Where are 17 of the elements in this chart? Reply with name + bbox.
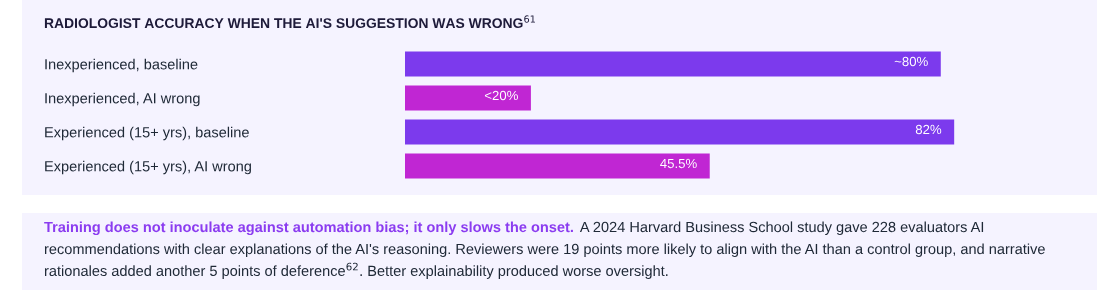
data-label: <20% (484, 90, 518, 101)
bar (405, 153, 710, 179)
text: recommendations with clear explanations of the AI's reasoning. Reviewers were 19 points more likely to align with the AI than a control group, and narrative (44, 243, 1045, 258)
text: rationales added another 5 points of deference$^{62}$. Better explainability produced worse oversight. (44, 262, 668, 279)
data-label: 82% (915, 124, 942, 135)
bar (405, 51, 941, 77)
text: Training does not inoculate against automation bias; it only slows the onset. (44, 221, 573, 236)
y-tick-label: Inexperienced, baseline (45, 58, 198, 73)
bar (405, 85, 531, 111)
data-label: 45.5% (660, 158, 697, 169)
bar (405, 119, 955, 145)
text: A 2024 Harvard Business School study gave 228 evaluators AI (579, 221, 984, 236)
text: RADIOLOGIST ACCURACY WHEN THE AI'S SUGGESTION WAS WRONG$^{61}$ (44, 15, 535, 29)
y-tick-label: Experienced (15+ yrs), baseline (45, 126, 249, 141)
y-tick-label: Inexperienced, AI wrong (45, 92, 200, 107)
y-tick-label: Experienced (15+ yrs), AI wrong (45, 160, 251, 175)
data-label: ~80% (894, 56, 928, 67)
